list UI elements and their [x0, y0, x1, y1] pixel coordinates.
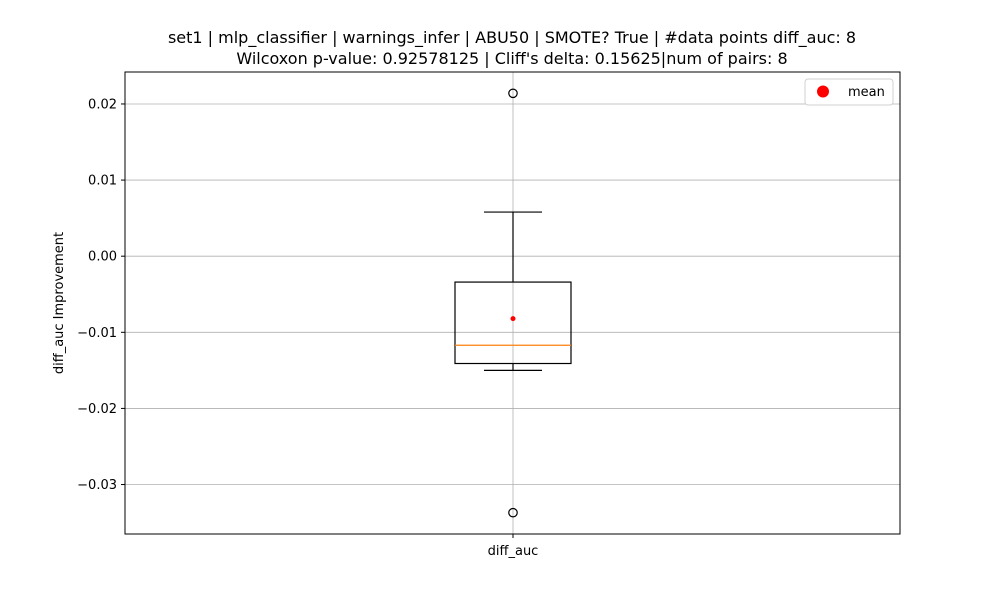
legend-mean-marker	[817, 85, 829, 98]
chart-title-line2: Wilcoxon p-value: 0.92578125 | Cliff's d…	[236, 49, 787, 68]
legend: mean	[804, 78, 894, 106]
y-tick-label: −0.03	[77, 478, 117, 493]
y-tick-label: −0.01	[77, 326, 117, 341]
x-tick-label: diff_auc	[488, 544, 539, 559]
y-tick-label: 0.02	[88, 97, 117, 112]
legend-frame	[804, 78, 894, 106]
y-tick-label: 0.00	[88, 250, 117, 265]
y-tick-label: 0.01	[88, 174, 117, 189]
mean-marker	[510, 316, 516, 322]
grid-layer	[125, 72, 900, 534]
y-axis-label: diff_auc Improvement	[52, 232, 67, 374]
outlier-point	[508, 507, 518, 518]
tick-layer: 0.02 0.01 0.00 −0.01 −0.02 −0.03 diff_auc	[77, 97, 538, 559]
outlier-point	[508, 88, 518, 99]
iqr-box	[454, 281, 572, 365]
legend-mean-label: mean	[848, 85, 885, 100]
chart-title-line1: set1 | mlp_classifier | warnings_infer |…	[168, 28, 856, 48]
plot-frame	[124, 71, 901, 535]
box-layer	[454, 88, 572, 518]
y-tick-label: −0.02	[77, 402, 117, 417]
